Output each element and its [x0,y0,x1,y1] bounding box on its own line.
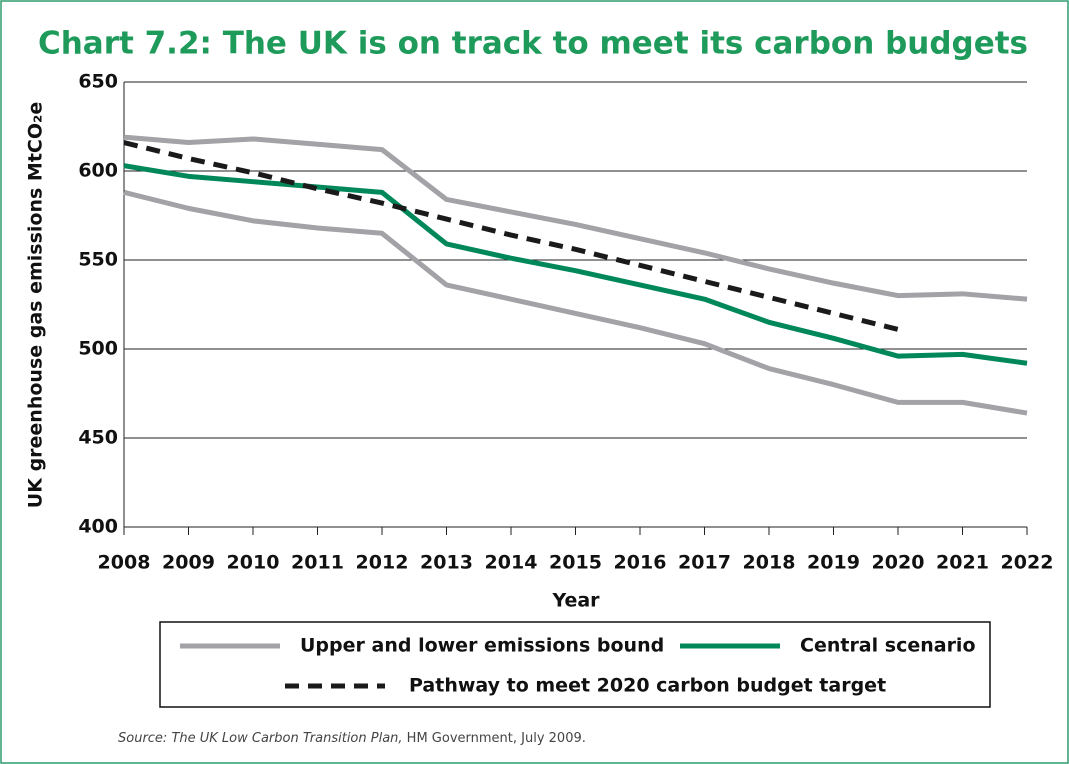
x-tick-label: 2008 [98,552,151,574]
x-tick-label: 2013 [420,552,473,574]
legend-label: Pathway to meet 2020 carbon budget targe… [409,675,886,697]
source-italic: Source: The UK Low Carbon Transition Pla… [118,731,403,746]
y-tick-label: 550 [78,249,118,271]
series-line [123,134,1028,302]
x-tick-label: 2021 [936,552,989,574]
y-axis-label: UK greenhouse gas emissions MtCO₂e [25,102,47,508]
x-axis-label: Year [551,590,600,612]
source-text: HM Government, July 2009. [403,731,586,746]
x-tick-label: 2022 [1001,552,1054,574]
series-line [123,140,899,332]
x-tick-label: 2020 [872,552,925,574]
x-tick-label: 2009 [162,552,215,574]
y-tick-label: 400 [78,516,118,538]
x-tick-label: 2018 [743,552,796,574]
x-tick-label: 2014 [485,552,538,574]
y-tick-label: 500 [78,338,118,360]
x-tick-label: 2011 [291,552,344,574]
x-tick-label: 2010 [227,552,280,574]
chart-title: Chart 7.2: The UK is on track to meet it… [38,26,1028,62]
y-tick-label: 450 [78,427,118,449]
legend-box [159,621,991,708]
y-tick-label: 650 [78,71,118,93]
x-tick-label: 2016 [614,552,667,574]
x-tick-label: 2017 [678,552,731,574]
x-tick-label: 2019 [807,552,860,574]
series-line [123,163,1028,366]
x-tick-label: 2015 [549,552,602,574]
legend-label: Upper and lower emissions bound [300,635,664,657]
series-line [123,189,1028,416]
legend-label: Central scenario [800,635,976,657]
y-tick-label: 600 [78,160,118,182]
x-tick-label: 2012 [356,552,409,574]
source-note: Source: The UK Low Carbon Transition Pla… [118,731,586,746]
